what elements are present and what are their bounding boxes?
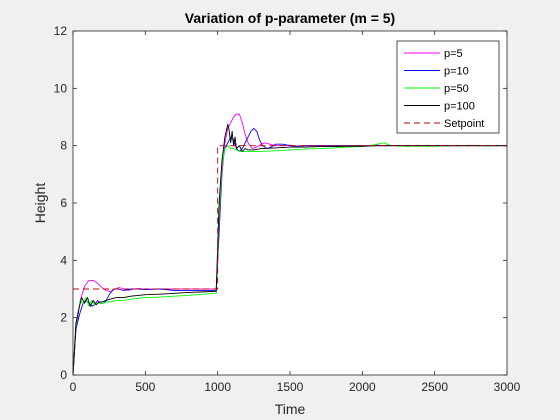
- legend-label: Setpoint: [444, 118, 484, 130]
- x-tick-label: 1500: [277, 380, 304, 394]
- legend-label: p=50: [444, 83, 469, 95]
- y-axis-title: Height: [32, 183, 48, 224]
- y-tick-label: 8: [60, 139, 67, 153]
- ticks-layer: 0 500 1000 1500 2000 2500 3000 0 2 4 6 8 10 12: [54, 24, 521, 394]
- legend-label: p=5: [444, 48, 463, 60]
- chart-title: Variation of p-parameter (m = 5): [185, 10, 395, 26]
- legend-label: p=100: [444, 101, 475, 113]
- series-layer: [72, 113, 507, 376]
- series-line-setpoint: [73, 145, 507, 290]
- series-line-p-50: [72, 142, 507, 376]
- legend: p=5 p=10 p=50 p=100 Setpoint: [396, 40, 500, 134]
- series-line-p-100: [72, 123, 507, 376]
- y-tick-label: 4: [60, 253, 67, 267]
- y-tick-label: 10: [54, 81, 68, 95]
- x-tick-label: 500: [135, 380, 155, 394]
- x-tick-label: 2500: [421, 380, 448, 394]
- y-tick-label: 12: [54, 24, 68, 38]
- y-tick-label: 6: [60, 196, 67, 210]
- x-tick-label: 3000: [494, 380, 521, 394]
- y-tick-label: 2: [60, 311, 67, 325]
- x-tick-label: 2000: [349, 380, 376, 394]
- legend-label: p=10: [444, 66, 469, 78]
- x-axis-title: Time: [275, 401, 306, 417]
- y-tick-label: 0: [60, 368, 67, 382]
- legend-box: [396, 40, 500, 134]
- x-tick-label: 0: [70, 380, 77, 394]
- x-tick-label: 1000: [204, 380, 231, 394]
